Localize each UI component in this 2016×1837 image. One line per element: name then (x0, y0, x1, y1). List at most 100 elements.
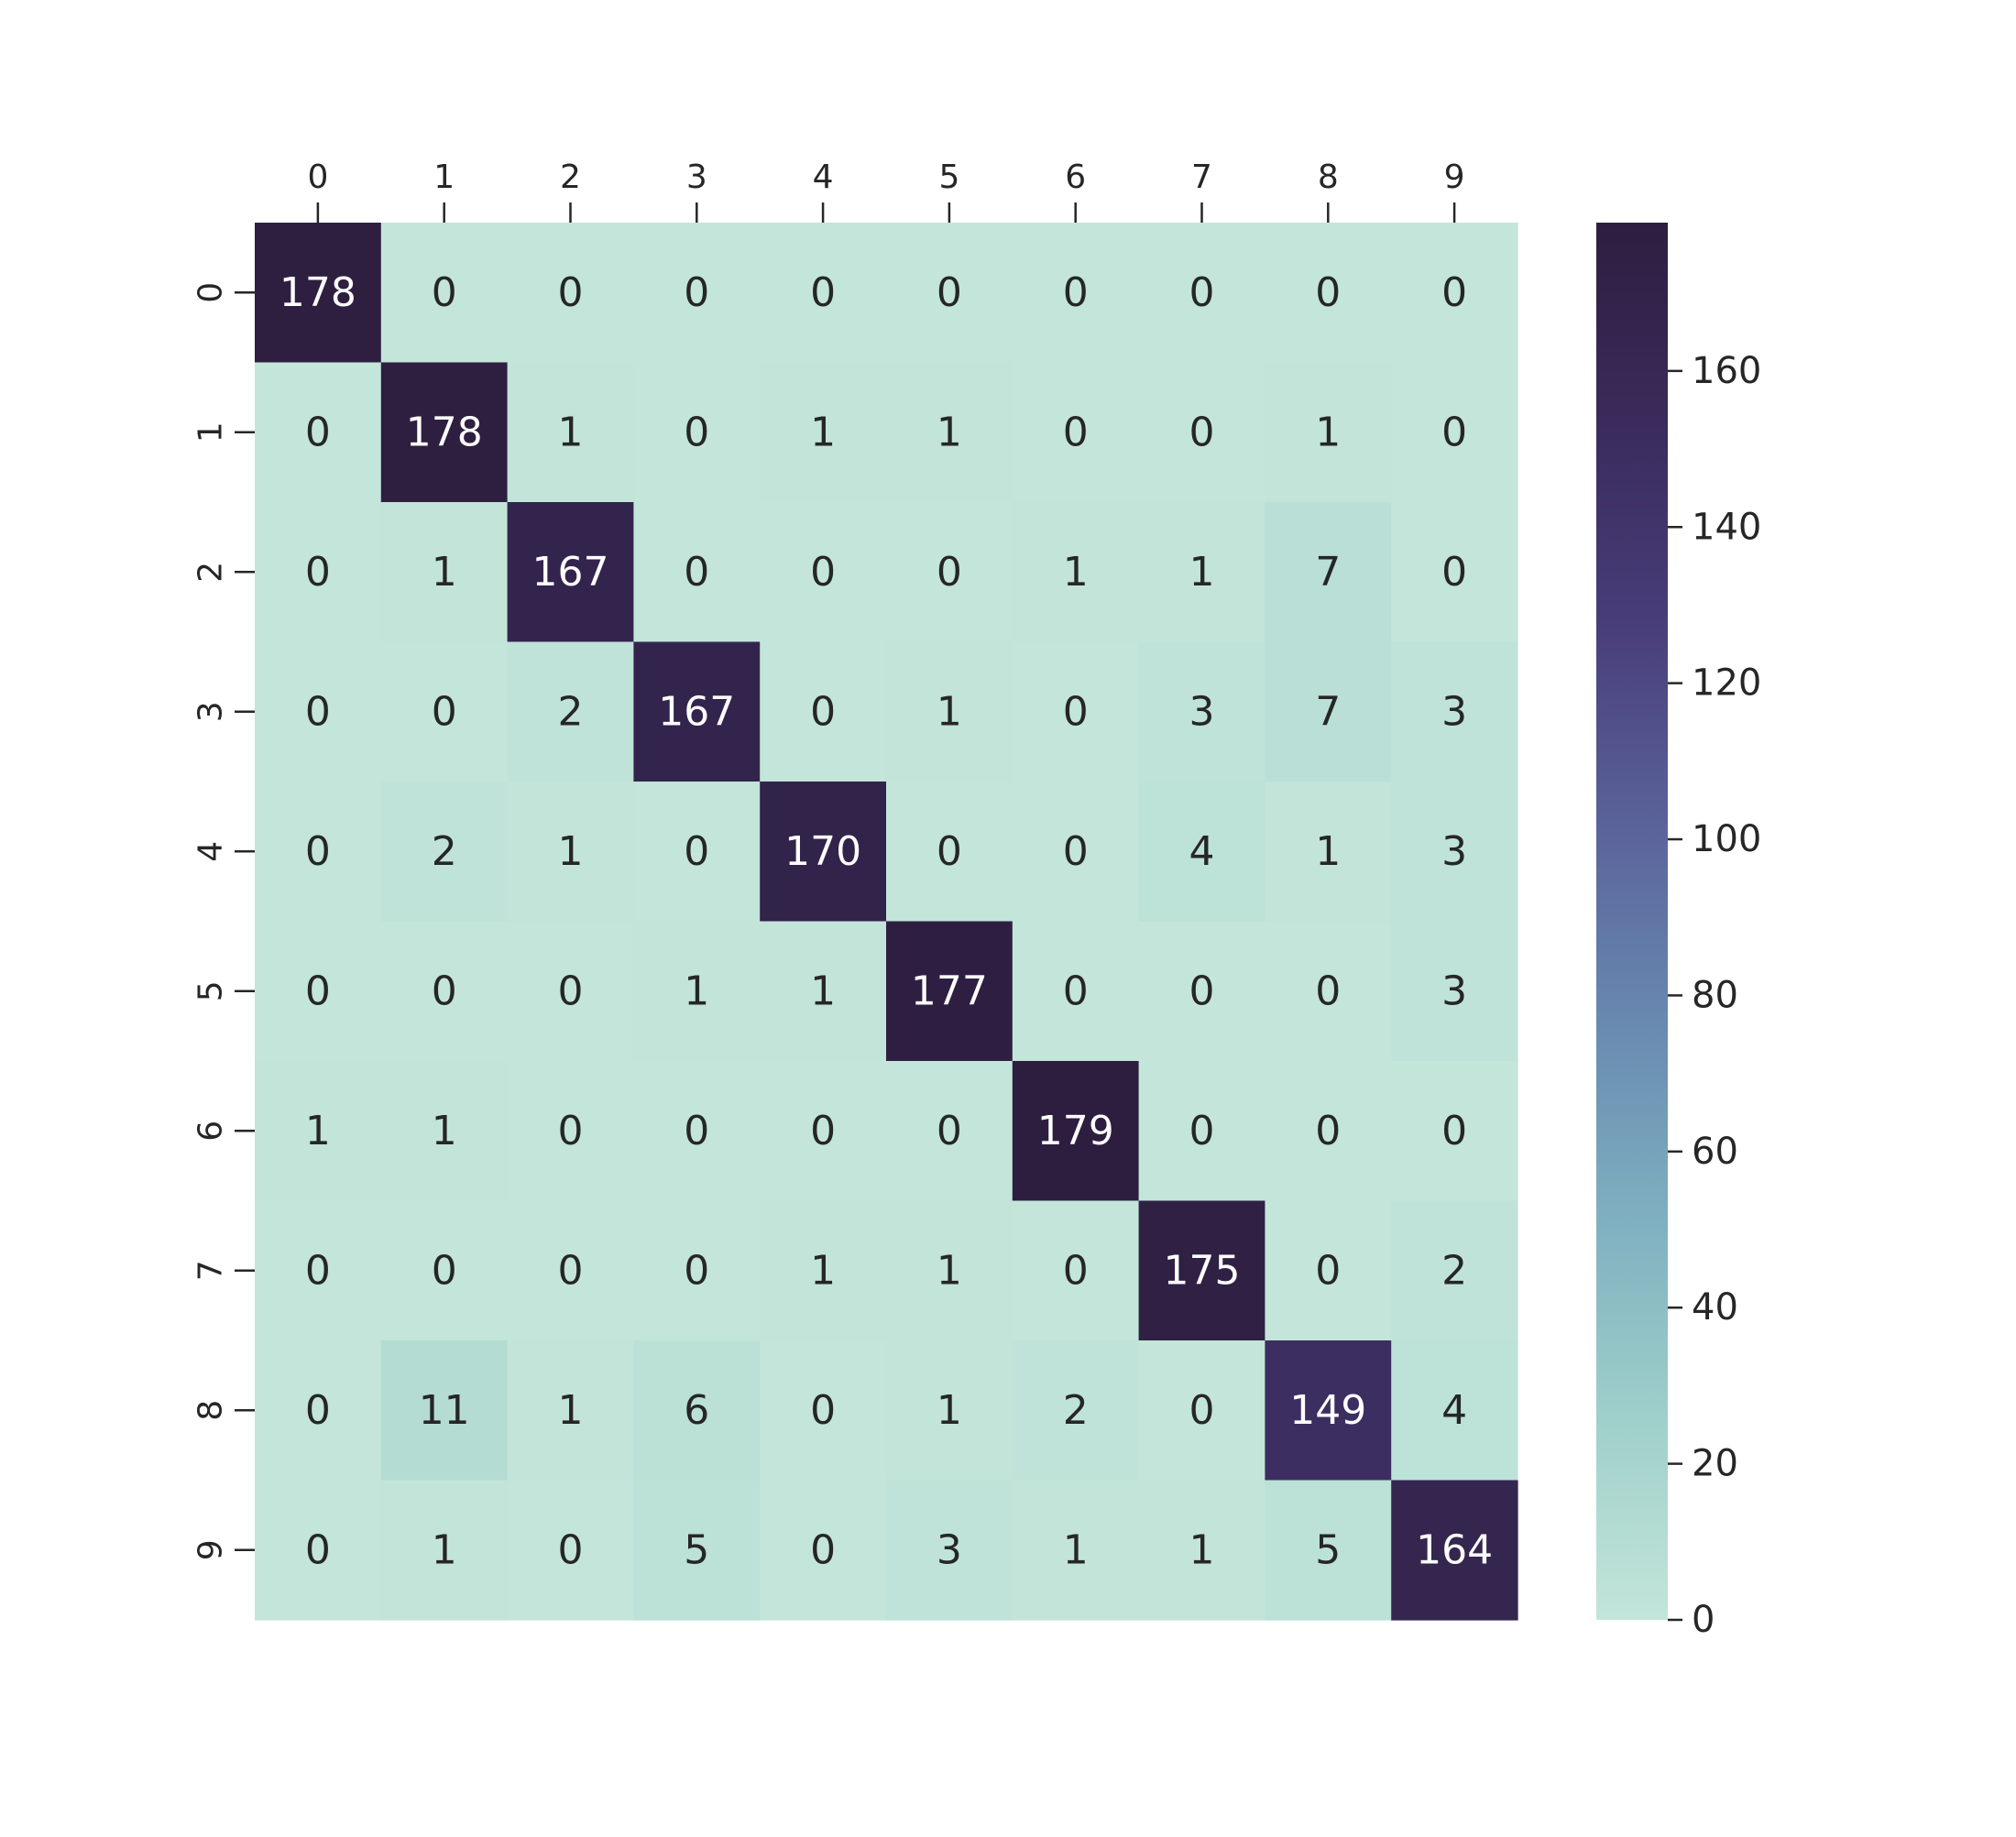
heatmap-cell-r1-c8 (1265, 362, 1392, 503)
cell-annotation: 1 (937, 1387, 962, 1434)
cell-annotation: 1 (558, 1387, 584, 1434)
cell-annotation: 1 (432, 549, 457, 596)
heatmap-cell-r2-c1 (380, 502, 509, 643)
heatmap-cell-r5-c4 (760, 921, 887, 1062)
cell-annotation: 2 (1441, 1247, 1467, 1294)
cell-annotation: 149 (1289, 1387, 1366, 1434)
heatmap-cell-r6-c9 (1391, 1061, 1518, 1202)
cell-annotation: 1 (684, 968, 709, 1014)
cell-annotation: 0 (1063, 968, 1089, 1014)
cell-annotation: 1 (810, 409, 836, 455)
cell-annotation: 0 (937, 828, 962, 875)
x-axis: 0 1 2 3 4 5 6 7 8 9 (307, 159, 1465, 223)
cell-annotation: 0 (684, 549, 709, 596)
cell-annotation: 0 (305, 1526, 331, 1573)
cell-annotation: 0 (558, 1108, 584, 1154)
y-axis: 0 1 2 3 4 5 6 7 8 9 (192, 282, 255, 1560)
cell-annotation: 2 (558, 688, 584, 735)
heatmap-cell-r9-c3 (633, 1480, 761, 1621)
heatmap-cell-r0-c5 (886, 223, 1013, 364)
cell-annotation: 177 (911, 968, 988, 1014)
heatmap-cell-r2-c9 (1391, 502, 1518, 643)
cell-annotation: 1 (1315, 409, 1341, 455)
cell-annotation: 1 (810, 1247, 836, 1294)
heatmap-cell-r9-c0 (255, 1480, 382, 1621)
cell-annotation: 0 (1315, 1108, 1341, 1154)
cell-annotation: 5 (1315, 1526, 1341, 1573)
cell-annotation: 0 (684, 1247, 709, 1294)
cell-annotation: 0 (432, 269, 457, 316)
heatmap-cell-r9-c4 (760, 1480, 887, 1621)
cell-annotation: 0 (937, 269, 962, 316)
cell-annotation: 0 (684, 1108, 709, 1154)
heatmap-cell-r7-c5 (886, 1200, 1013, 1341)
heatmap-cell-r9-c5 (886, 1480, 1013, 1621)
heatmap-cell-r8-c1 (380, 1340, 509, 1482)
heatmap-cell-r7-c6 (1012, 1200, 1140, 1341)
heatmap-cell-r4-c6 (1012, 782, 1140, 923)
heatmap-cell-r5-c7 (1138, 921, 1265, 1062)
x-tick-label: 3 (686, 159, 707, 196)
heatmap-cell-r7-c1 (380, 1200, 509, 1341)
cell-annotation: 0 (937, 549, 962, 596)
cell-annotation: 1 (558, 828, 584, 875)
cell-annotation: 3 (937, 1526, 962, 1573)
heatmap-cell-r3-c3 (633, 641, 761, 782)
heatmap-cell-r7-c4 (760, 1200, 887, 1341)
heatmap-cell-r1-c0 (255, 362, 382, 503)
cell-annotation: 0 (1441, 269, 1467, 316)
cell-annotation: 0 (1063, 269, 1089, 316)
heatmap-cell-r6-c0 (255, 1061, 382, 1202)
cell-annotation: 1 (305, 1108, 331, 1154)
colorbar-tick-label: 20 (1692, 1443, 1738, 1485)
cell-annotation: 0 (937, 1108, 962, 1154)
heatmap-cell-r9-c8 (1265, 1480, 1392, 1621)
cell-annotation: 3 (1441, 688, 1467, 735)
heatmap-cell-r4-c0 (255, 782, 382, 923)
colorbar-tick-label: 80 (1692, 974, 1738, 1016)
cell-annotation: 0 (305, 1247, 331, 1294)
heatmap-cell-r6-c3 (633, 1061, 761, 1202)
heatmap-cell-r3-c4 (760, 641, 887, 782)
heatmap-cell-r6-c2 (507, 1061, 634, 1202)
heatmap-cell-r0-c2 (507, 223, 634, 364)
cell-annotation: 0 (1189, 968, 1215, 1014)
heatmap-cell-r1-c7 (1138, 362, 1265, 503)
heatmap-cell-r3-c8 (1265, 641, 1392, 782)
heatmap-cell-r8-c7 (1138, 1340, 1265, 1482)
x-tick-label: 7 (1191, 159, 1212, 196)
cell-annotation: 1 (937, 409, 962, 455)
x-tick-label: 4 (813, 159, 834, 196)
colorbar-tick-label: 60 (1692, 1131, 1738, 1173)
cell-annotation: 167 (658, 688, 735, 735)
cell-annotation: 5 (684, 1526, 709, 1573)
heatmap-cell-r4-c8 (1265, 782, 1392, 923)
heatmap-cell-r3-c1 (380, 641, 509, 782)
cell-annotation: 0 (810, 269, 836, 316)
heatmap-cell-r8-c3 (633, 1340, 761, 1482)
cell-annotation: 164 (1416, 1526, 1493, 1573)
heatmap-cell-r8-c2 (507, 1340, 634, 1482)
cell-annotation: 1 (558, 409, 584, 455)
cell-annotation: 0 (305, 409, 331, 455)
heatmap-cell-r8-c0 (255, 1340, 382, 1482)
cell-annotation: 0 (1063, 828, 1089, 875)
heatmap-cell-r8-c8 (1265, 1340, 1392, 1482)
heatmap-cell-r7-c8 (1265, 1200, 1392, 1341)
cell-annotation: 1 (1315, 828, 1341, 875)
colorbar-tick-label: 120 (1692, 662, 1761, 705)
cell-annotation: 0 (1315, 1247, 1341, 1294)
heatmap-cell-r0-c7 (1138, 223, 1265, 364)
y-tick-label: 6 (192, 1121, 230, 1142)
x-tick-label: 1 (433, 159, 455, 196)
heatmap-cell-r0-c0 (255, 223, 382, 364)
heatmap-cell-r5-c1 (380, 921, 509, 1062)
heatmap-cell-r5-c0 (255, 921, 382, 1062)
x-tick-label: 8 (1318, 159, 1339, 196)
cell-annotation: 7 (1315, 688, 1341, 735)
heatmap-cell-r2-c0 (255, 502, 382, 643)
cell-annotation: 4 (1441, 1387, 1467, 1434)
heatmap-cell-r4-c3 (633, 782, 761, 923)
heatmap-cell-r4-c1 (380, 782, 509, 923)
cell-annotation: 0 (1315, 968, 1341, 1014)
